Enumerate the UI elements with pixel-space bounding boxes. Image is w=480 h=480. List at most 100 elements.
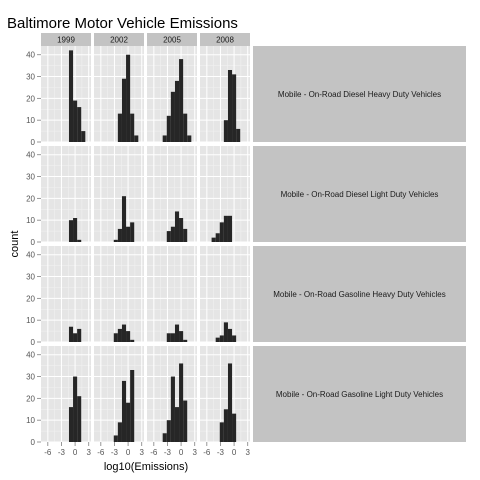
histogram-bar [166,115,171,142]
histogram-bar [227,215,233,242]
y-tick-label: 30 [26,73,35,82]
facet-row-label: Mobile - On-Road Diesel Light Duty Vehic… [281,190,439,199]
chart-title: Baltimore Motor Vehicle Emissions [7,15,238,32]
panel-background [147,146,197,242]
panel-background [41,346,91,442]
histogram-bar [232,74,237,142]
histogram-bar [113,333,118,342]
histogram-bar [121,380,127,442]
y-tick-label: 40 [26,351,35,360]
histogram-bar [121,196,127,242]
facet-column-label: 2008 [216,36,234,45]
panel-background [41,246,91,342]
x-tick-label: 3 [193,448,198,457]
histogram-bar [219,335,224,342]
histogram-bar [68,50,74,143]
x-tick-label: -3 [217,448,225,457]
histogram-bar [126,331,131,342]
y-tick-label: 10 [26,416,35,425]
histogram-bar [166,420,171,442]
facet-strip [41,33,91,46]
histogram-bar [174,407,180,442]
histogram-bar [121,324,127,342]
y-tick-label: 30 [26,173,35,182]
histogram-bar [174,80,180,142]
facet-row-strip [253,146,466,242]
x-tick-label: 3 [87,448,92,457]
x-axis-title: log10(Emissions) [104,461,188,473]
facet-column-label: 2005 [163,36,181,45]
y-tick-label: 20 [26,394,35,403]
histogram-bar [77,328,82,342]
histogram-bar [170,333,175,342]
facet-strip [200,33,250,46]
facet-column-label: 2002 [110,36,128,45]
y-tick-label: 10 [26,216,35,225]
facet-column-label: 1999 [57,36,75,45]
panel-background [41,46,91,142]
histogram-bar [227,70,233,142]
y-tick-label: 0 [31,138,36,147]
histogram-bar [117,113,122,142]
histogram-bar [130,222,135,242]
histogram-bar [170,376,175,442]
histogram-bar [183,228,188,242]
panel-grid: 1999 2002 2005 2008 Mobile - On-Road Diesel … [26,33,466,457]
panel-background [147,246,197,342]
facet-row-strip [253,46,466,142]
facet-row-strip [253,246,466,342]
histogram-bar [113,435,118,442]
histogram-bar [73,333,78,342]
histogram-bar [117,328,122,342]
histogram-bar [113,239,118,242]
histogram-bar [232,413,237,442]
histogram-bar [77,107,82,142]
histogram-bar [179,59,184,142]
histogram-bar [223,120,228,142]
histogram-bar [236,128,241,142]
y-tick-label: 40 [26,251,35,260]
y-tick-label: 10 [26,316,35,325]
x-tick-label: -6 [44,448,52,457]
histogram-bar [174,211,180,242]
x-tick-label: -6 [203,448,211,457]
histogram-bar [187,135,192,142]
x-tick-label: 0 [126,448,131,457]
panel-background [41,146,91,242]
histogram-bar [183,339,188,342]
panel-background [94,146,144,242]
x-tick-label: -3 [111,448,119,457]
x-tick-label: 3 [140,448,145,457]
y-tick-label: 40 [26,151,35,160]
facet-strip [94,33,144,46]
histogram-bar [130,113,135,142]
histogram-bar [162,135,167,142]
histogram-bar [215,233,220,242]
histogram-bar [211,237,216,242]
histogram-bar [73,376,78,442]
histogram-bar [166,333,171,342]
histogram-bar [227,328,233,342]
y-tick-label: 20 [26,294,35,303]
facet-row-label: Mobile - On-Road Gasoline Heavy Duty Veh… [273,290,446,299]
y-tick-label: 0 [31,438,36,447]
histogram-bar [223,215,228,242]
histogram-bar [68,326,74,342]
x-tick-label: -3 [58,448,66,457]
y-tick-label: 40 [26,51,35,60]
histogram-bar [77,239,82,242]
y-tick-label: 30 [26,273,35,282]
histogram-bar [130,339,135,342]
panel-background [94,246,144,342]
histogram-bar [227,363,233,442]
histogram-bar [121,78,127,142]
x-tick-label: -6 [97,448,105,457]
histogram-bar [68,407,74,442]
histogram-bar [126,54,131,142]
facet-row-label: Mobile - On-Road Diesel Heavy Duty Vehic… [278,90,441,99]
y-tick-label: 0 [31,338,36,347]
histogram-bar [126,226,131,242]
histogram-bar [223,322,228,342]
histogram-bar [219,222,224,242]
